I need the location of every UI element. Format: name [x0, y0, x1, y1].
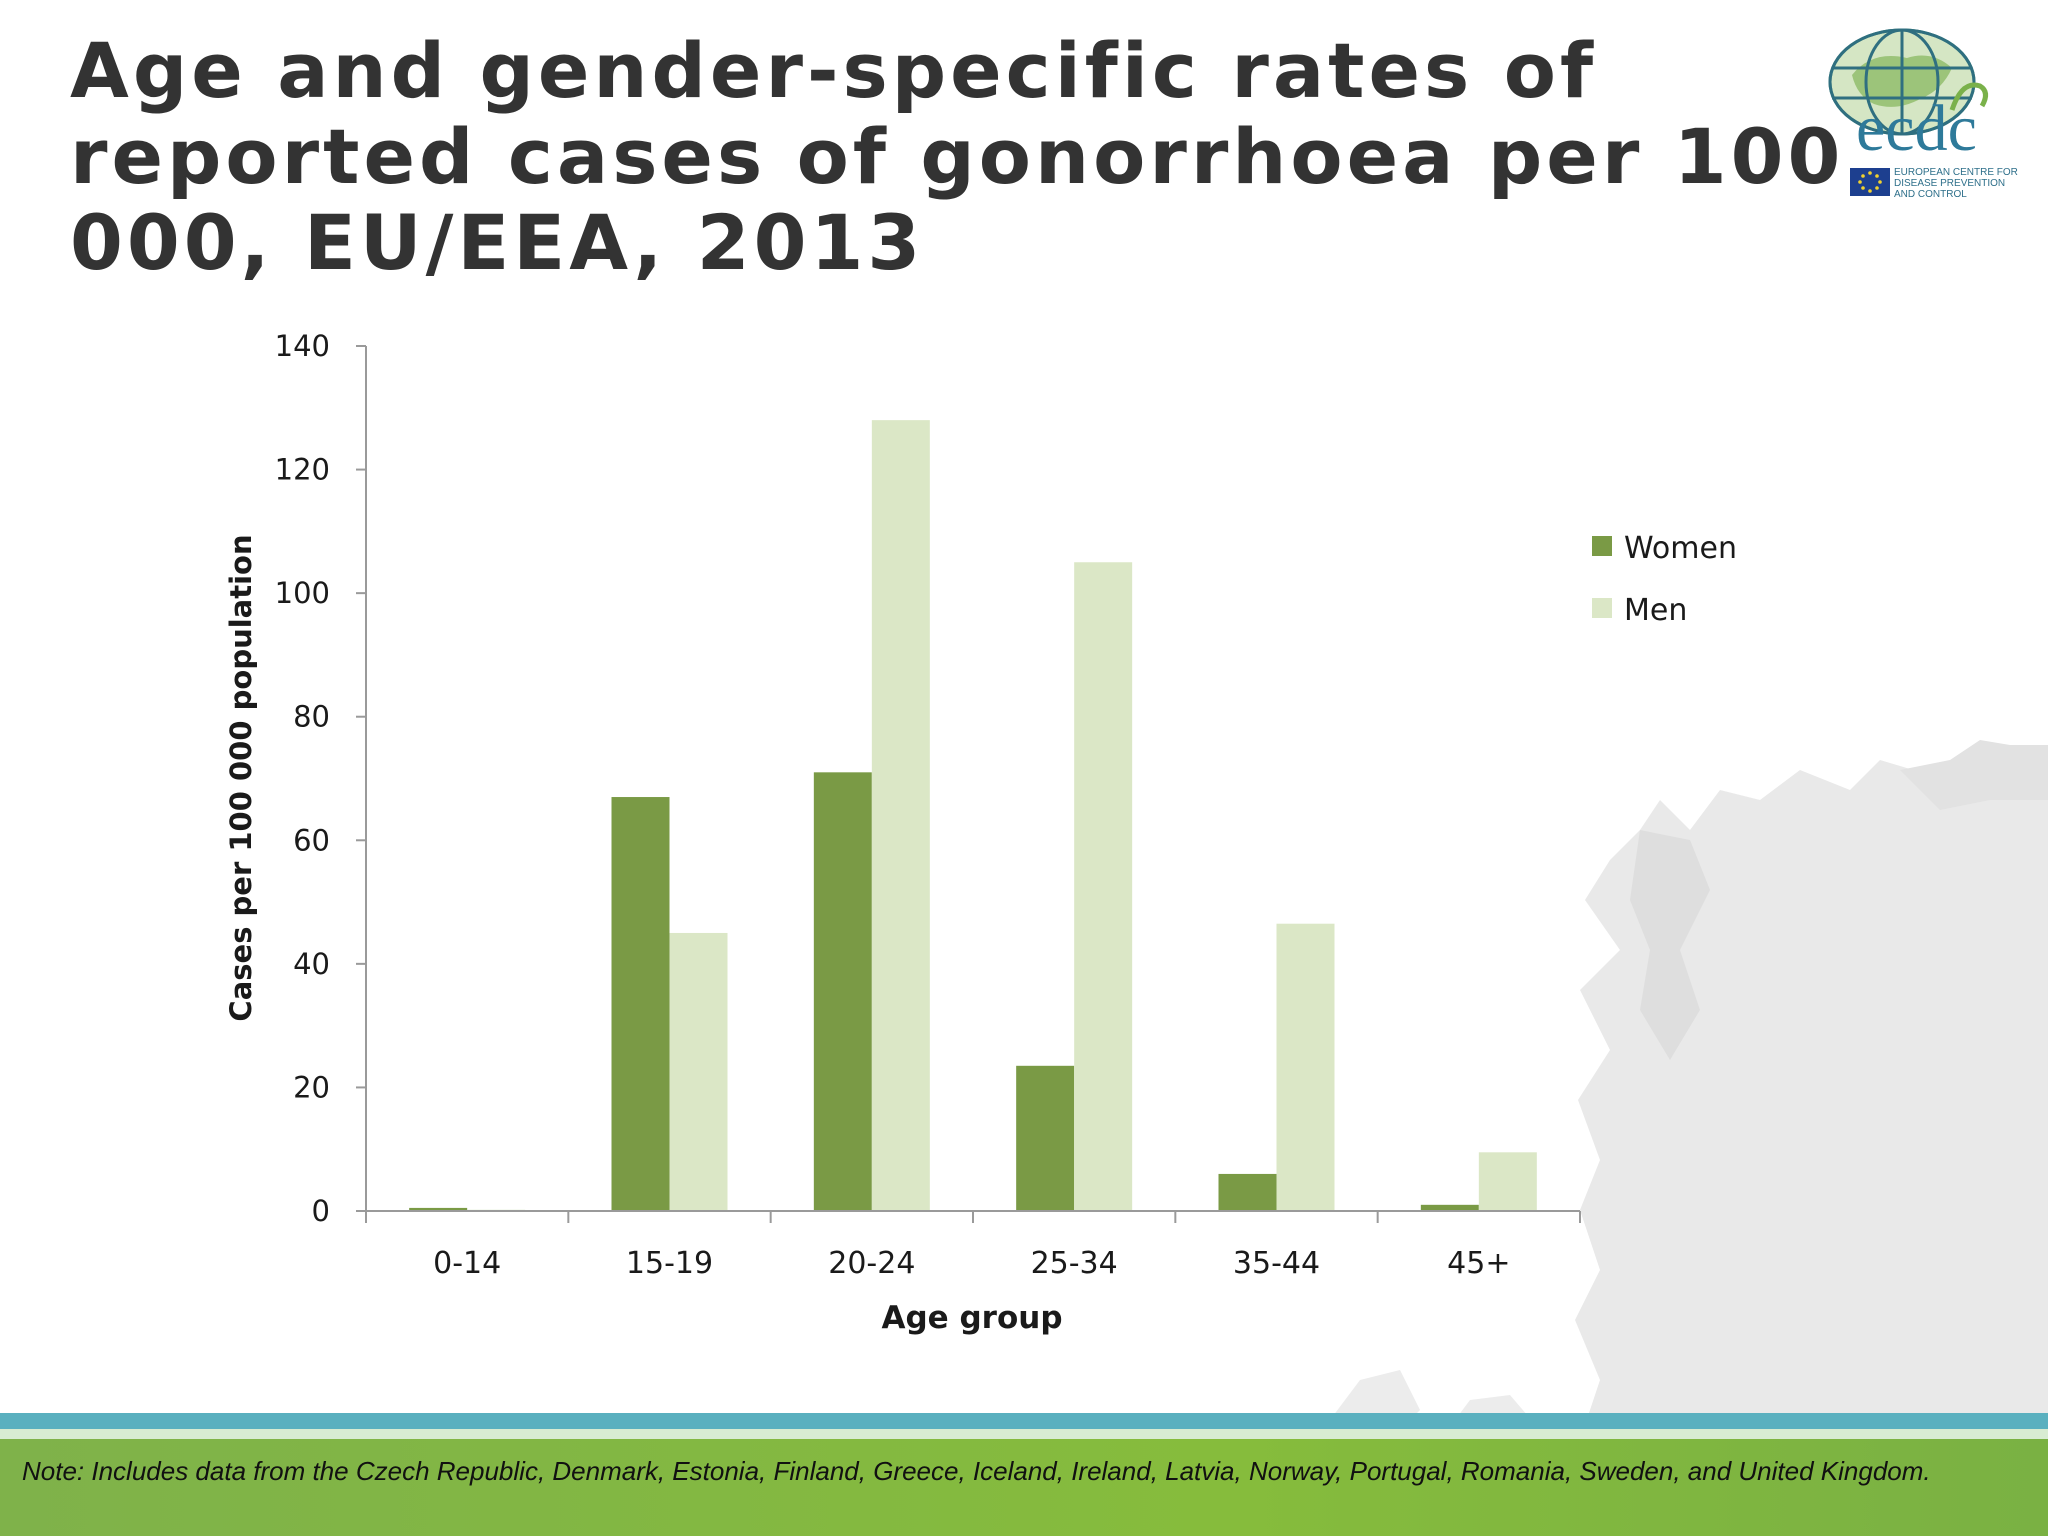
y-tick-label: 140 [275, 329, 330, 363]
bar-men-45+ [1478, 1152, 1537, 1211]
logo-wordmark: ecdc [1856, 92, 1977, 165]
x-tick-label: 20-24 [828, 1246, 915, 1281]
bar-women-15-19 [611, 797, 670, 1211]
slide-title: Age and gender-specific rates of reporte… [70, 26, 1845, 287]
footer-light-band [0, 1429, 2048, 1439]
legend-swatch-men [1592, 598, 1612, 618]
legend-label-men: Men [1624, 593, 1687, 628]
logo-subtitle-line: AND CONTROL [1894, 189, 1967, 200]
bar-men-25-34 [1074, 562, 1133, 1211]
y-tick-label: 100 [275, 576, 330, 610]
x-tick-label: 35-44 [1233, 1246, 1320, 1281]
ecdc-logo: ecdc EUROPEAN CENTRE FOR DISEASE PREVENT… [1828, 28, 2021, 200]
bar-women-45+ [1420, 1204, 1479, 1211]
y-axis-label: Cases per 100 000 population [224, 534, 258, 1021]
bar-women-0-14 [409, 1207, 468, 1211]
legend-label-women: Women [1624, 531, 1737, 566]
globe-icon [1828, 28, 1976, 136]
bar-women-35-44 [1218, 1173, 1277, 1211]
footer-teal-band [0, 1413, 2048, 1429]
footer-green-band [0, 1439, 2048, 1536]
x-tick-label: 45+ [1447, 1246, 1510, 1281]
bar-men-20-24 [871, 420, 930, 1212]
bar-women-20-24 [813, 772, 872, 1211]
y-tick-label: 40 [293, 947, 330, 981]
y-tick-label: 0 [312, 1194, 330, 1228]
y-tick-label: 120 [275, 453, 330, 487]
legend-swatch-women [1592, 536, 1612, 556]
y-tick-label: 80 [293, 700, 330, 734]
bar-men-35-44 [1276, 923, 1335, 1211]
svg-text:EUROPEAN CENTRE FOR DISEAS: EUROPEAN CENTRE FOR DISEASE PREVENTION A… [1894, 167, 2021, 200]
bar-men-15-19 [669, 932, 728, 1211]
x-axis-label: Age group [881, 1300, 1062, 1336]
y-tick-label: 20 [293, 1070, 330, 1104]
x-tick-label: 25-34 [1031, 1246, 1118, 1281]
x-tick-label: 15-19 [626, 1246, 713, 1281]
y-tick-label: 60 [293, 823, 330, 857]
x-tick-label: 0-14 [433, 1246, 501, 1281]
bar-women-25-34 [1016, 1065, 1075, 1211]
footnote: Note: Includes data from the Czech Repub… [22, 1456, 1931, 1486]
logo-subtitle-line: EUROPEAN CENTRE FOR [1894, 167, 2018, 178]
logo-subtitle-line: DISEASE PREVENTION [1894, 178, 2005, 189]
legend: Women Men [1592, 531, 1737, 628]
